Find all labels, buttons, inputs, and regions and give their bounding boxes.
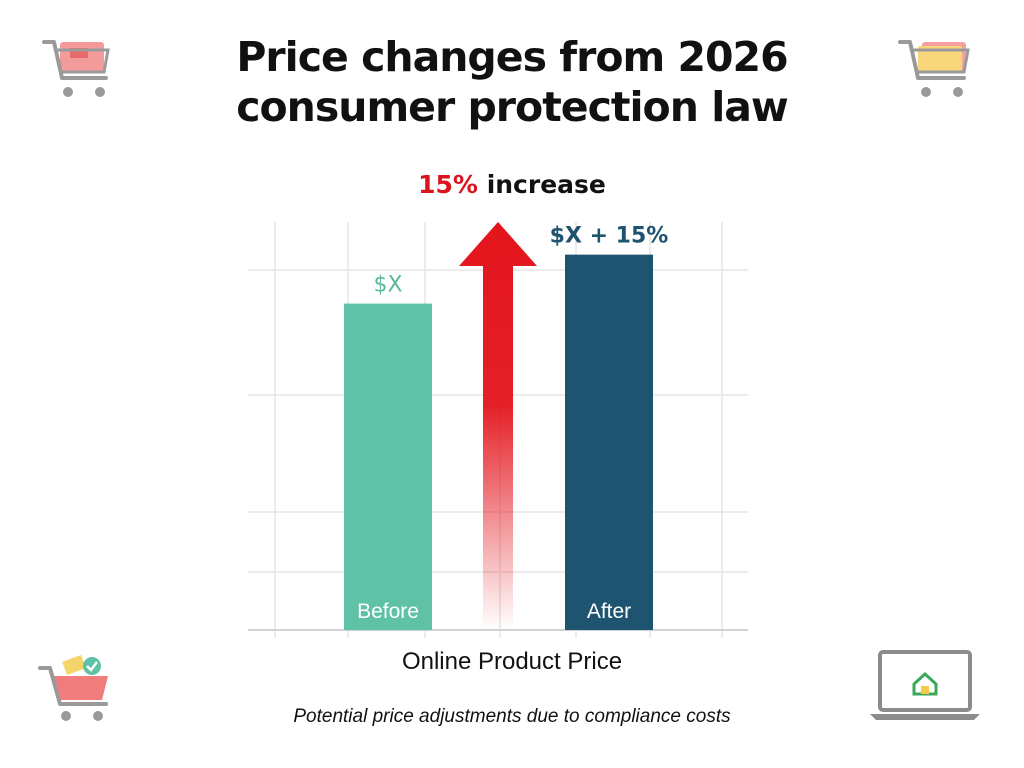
increase-annotation: 15% increase bbox=[312, 170, 712, 199]
value-label-after: $X + 15% bbox=[550, 224, 669, 249]
laptop-icon bbox=[870, 650, 980, 720]
category-label-before: Before bbox=[357, 600, 419, 623]
chart-bars: $X Before $X + 15% After bbox=[344, 224, 668, 630]
chart-title: Price changes from 2026 consumer protect… bbox=[112, 32, 912, 132]
x-axis-label: Online Product Price bbox=[401, 648, 623, 675]
shopping-cart-icon bbox=[898, 40, 970, 97]
chart-footnote: Potential price adjustments due to compl… bbox=[293, 706, 731, 727]
shopping-cart-icon bbox=[42, 40, 110, 97]
category-label-after: After bbox=[587, 600, 631, 623]
chart-title-line-2: consumer protection law bbox=[236, 83, 789, 131]
chart-title-line-1: Price changes from 2026 bbox=[236, 33, 788, 81]
increase-arrow-icon bbox=[459, 222, 537, 630]
increase-percent: 15% bbox=[418, 170, 478, 199]
shopping-basket-icon bbox=[38, 655, 108, 721]
increase-arrow bbox=[459, 222, 537, 630]
value-label-before: $X bbox=[373, 273, 402, 298]
bar-before bbox=[344, 303, 432, 630]
increase-word: increase bbox=[486, 170, 606, 199]
bar-after bbox=[565, 254, 653, 630]
